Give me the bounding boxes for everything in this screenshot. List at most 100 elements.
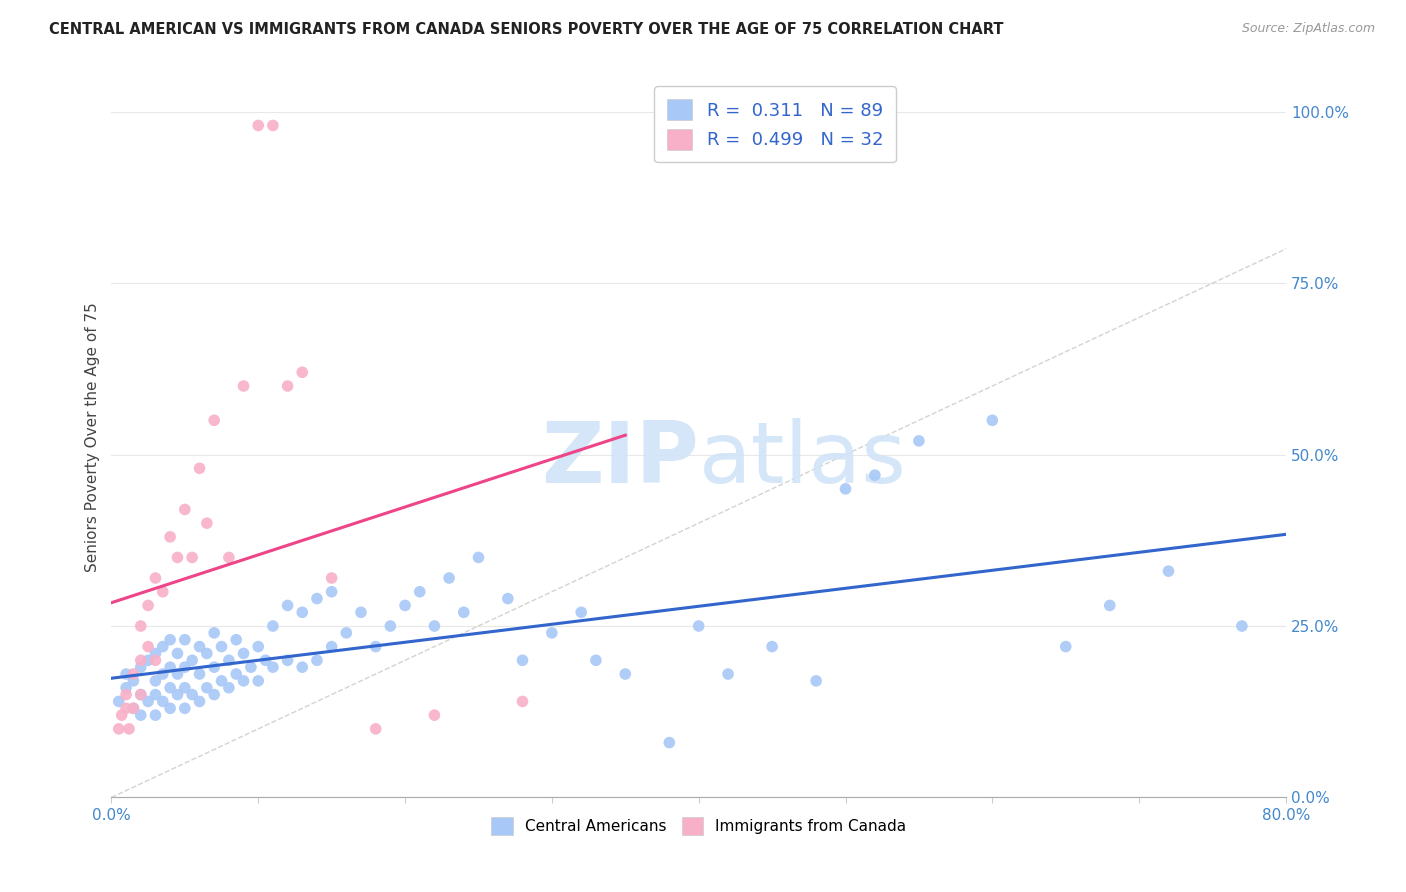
Point bbox=[173, 632, 195, 647]
Point bbox=[981, 413, 1004, 427]
Text: ZIP: ZIP bbox=[541, 417, 699, 500]
Point bbox=[195, 647, 218, 661]
Point bbox=[188, 694, 211, 708]
Point bbox=[291, 365, 314, 379]
Point bbox=[291, 660, 314, 674]
Point bbox=[145, 653, 167, 667]
Point bbox=[159, 681, 181, 695]
Point bbox=[423, 619, 446, 633]
Point bbox=[232, 379, 254, 393]
Point bbox=[1098, 599, 1121, 613]
Point bbox=[614, 667, 637, 681]
Point bbox=[364, 722, 387, 736]
Point bbox=[409, 584, 432, 599]
Point bbox=[254, 653, 277, 667]
Point bbox=[145, 571, 167, 585]
Point bbox=[291, 605, 314, 619]
Point bbox=[166, 688, 188, 702]
Point bbox=[834, 482, 856, 496]
Point bbox=[305, 591, 328, 606]
Point bbox=[166, 550, 188, 565]
Point bbox=[173, 681, 195, 695]
Point bbox=[453, 605, 475, 619]
Point bbox=[188, 667, 211, 681]
Point bbox=[394, 599, 416, 613]
Point bbox=[115, 701, 138, 715]
Point bbox=[159, 632, 181, 647]
Point bbox=[305, 653, 328, 667]
Point bbox=[496, 591, 519, 606]
Point bbox=[129, 653, 152, 667]
Point bbox=[188, 640, 211, 654]
Point bbox=[136, 640, 159, 654]
Point bbox=[761, 640, 783, 654]
Point bbox=[202, 688, 225, 702]
Point bbox=[218, 653, 240, 667]
Point bbox=[247, 673, 270, 688]
Point bbox=[512, 694, 534, 708]
Point bbox=[863, 468, 886, 483]
Legend: Central Americans, Immigrants from Canada: Central Americans, Immigrants from Canad… bbox=[482, 808, 915, 844]
Point bbox=[129, 708, 152, 723]
Y-axis label: Seniors Poverty Over the Age of 75: Seniors Poverty Over the Age of 75 bbox=[86, 302, 100, 573]
Point bbox=[145, 673, 167, 688]
Point bbox=[145, 688, 167, 702]
Point bbox=[321, 584, 343, 599]
Point bbox=[173, 701, 195, 715]
Point bbox=[122, 701, 145, 715]
Point bbox=[202, 660, 225, 674]
Point bbox=[364, 640, 387, 654]
Point bbox=[211, 640, 233, 654]
Point bbox=[218, 550, 240, 565]
Point bbox=[211, 673, 233, 688]
Point bbox=[262, 119, 284, 133]
Point bbox=[247, 640, 270, 654]
Point bbox=[173, 502, 195, 516]
Point bbox=[321, 640, 343, 654]
Point bbox=[159, 660, 181, 674]
Point bbox=[118, 722, 141, 736]
Point bbox=[262, 660, 284, 674]
Point bbox=[1157, 564, 1180, 578]
Point bbox=[380, 619, 402, 633]
Point bbox=[152, 640, 174, 654]
Point bbox=[437, 571, 460, 585]
Point bbox=[129, 688, 152, 702]
Point bbox=[145, 708, 167, 723]
Point bbox=[335, 625, 357, 640]
Point bbox=[122, 701, 145, 715]
Point bbox=[262, 619, 284, 633]
Point bbox=[1230, 619, 1253, 633]
Point bbox=[218, 681, 240, 695]
Point bbox=[247, 119, 270, 133]
Point bbox=[122, 673, 145, 688]
Point bbox=[195, 516, 218, 530]
Point bbox=[115, 681, 138, 695]
Point bbox=[804, 673, 827, 688]
Point bbox=[145, 647, 167, 661]
Text: CENTRAL AMERICAN VS IMMIGRANTS FROM CANADA SENIORS POVERTY OVER THE AGE OF 75 CO: CENTRAL AMERICAN VS IMMIGRANTS FROM CANA… bbox=[49, 22, 1004, 37]
Point bbox=[115, 688, 138, 702]
Point bbox=[111, 708, 134, 723]
Point bbox=[136, 599, 159, 613]
Point bbox=[232, 673, 254, 688]
Point bbox=[181, 550, 204, 565]
Point bbox=[181, 653, 204, 667]
Point bbox=[129, 660, 152, 674]
Point bbox=[277, 379, 299, 393]
Point bbox=[277, 653, 299, 667]
Point bbox=[166, 667, 188, 681]
Point bbox=[585, 653, 607, 667]
Point bbox=[173, 660, 195, 674]
Point bbox=[277, 599, 299, 613]
Point bbox=[129, 688, 152, 702]
Point bbox=[115, 667, 138, 681]
Point bbox=[467, 550, 489, 565]
Point bbox=[569, 605, 592, 619]
Point bbox=[152, 694, 174, 708]
Text: atlas: atlas bbox=[699, 417, 907, 500]
Point bbox=[512, 653, 534, 667]
Point bbox=[159, 701, 181, 715]
Point bbox=[152, 584, 174, 599]
Point bbox=[321, 571, 343, 585]
